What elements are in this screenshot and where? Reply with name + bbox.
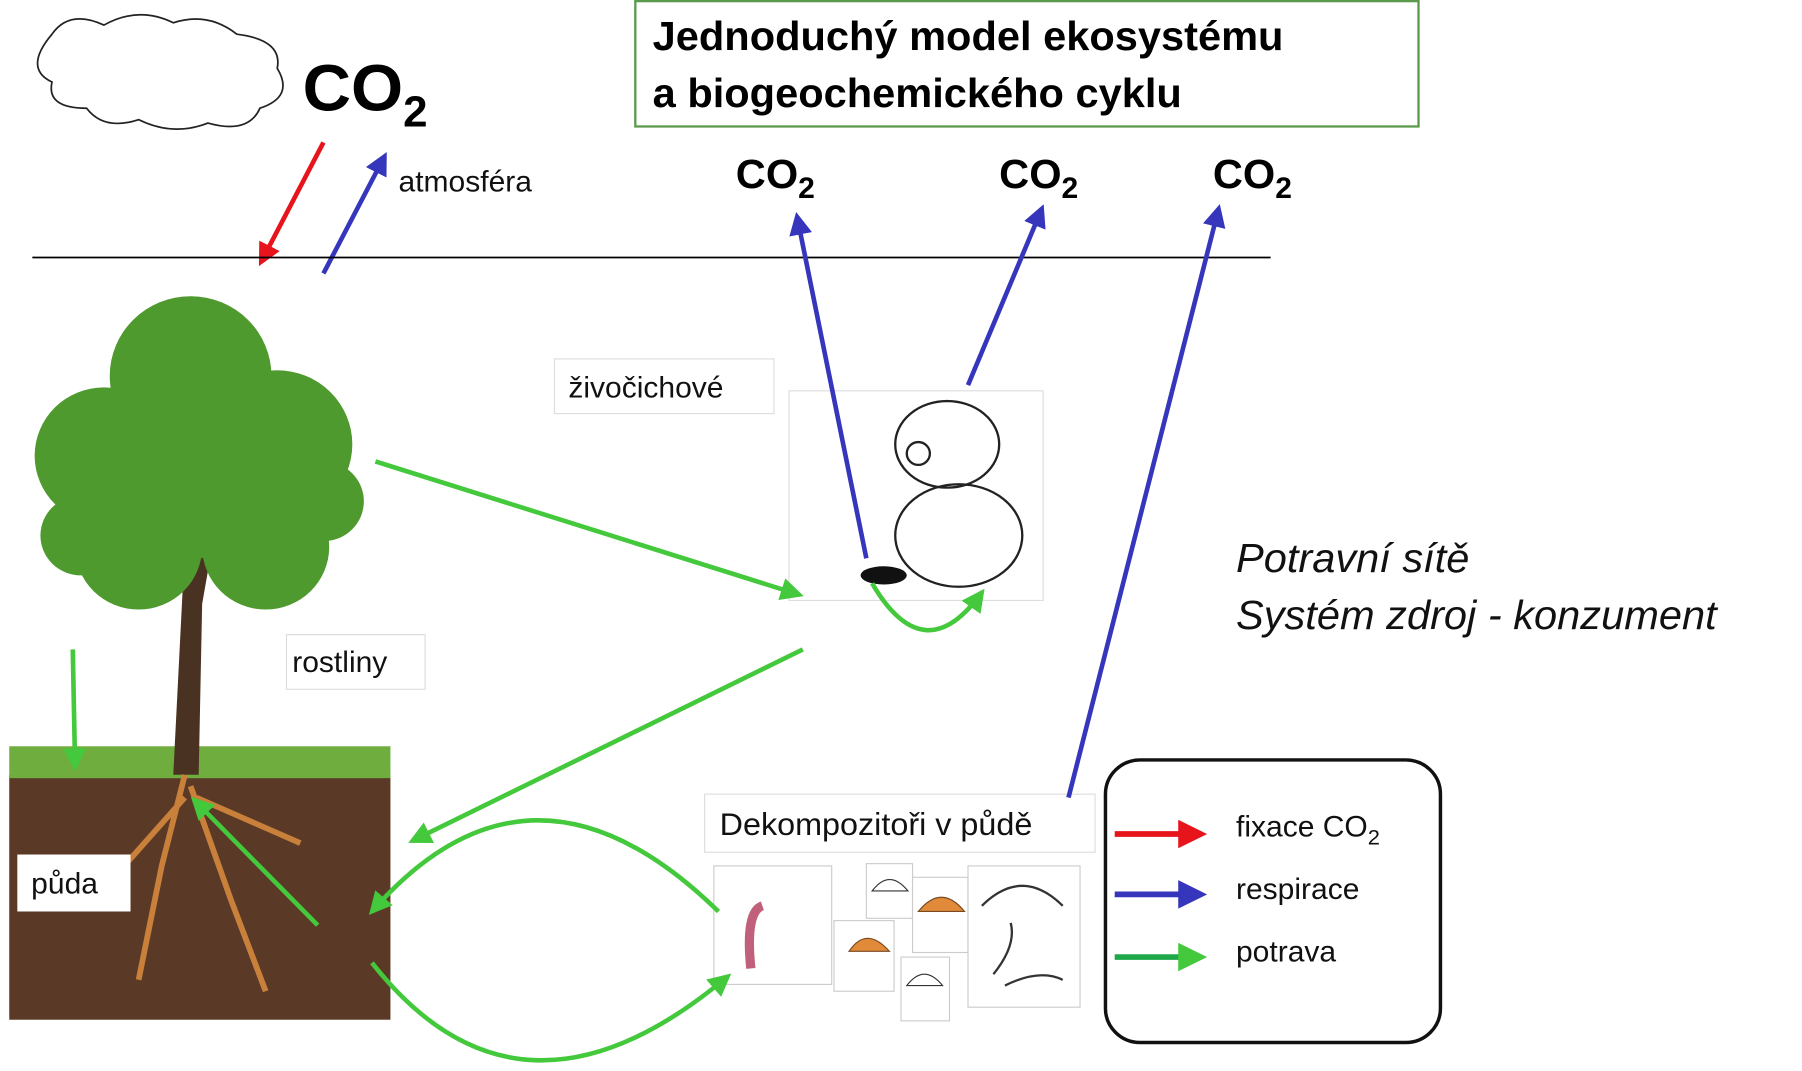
atmosphere-co2: CO2: [303, 52, 428, 136]
plants-box: [285, 634, 426, 690]
respiration-arrow: [1066, 204, 1226, 799]
note: Systém zdroj - konzument: [1236, 592, 1718, 638]
animals-box: [553, 358, 775, 415]
respiration-arrow: [789, 212, 869, 559]
respiration-arrow: [321, 152, 387, 275]
soil-box: [17, 854, 131, 912]
soil-label: půda: [31, 867, 98, 900]
legend-label: respirace: [1236, 873, 1359, 906]
respiration-arrow: [965, 204, 1046, 386]
co2-output: CO2: [736, 151, 815, 205]
cloud: [36, 13, 284, 130]
decomposers-label: Dekompozitoři v půdě: [720, 806, 1033, 842]
cat-picture: [788, 390, 1044, 602]
decomposers-box: [704, 793, 1096, 853]
note: Potravní sítě: [1236, 535, 1469, 581]
co2-output: CO2: [999, 151, 1078, 205]
co2-output: CO2: [1213, 151, 1292, 205]
title-line: a biogeochemického cyklu: [653, 70, 1182, 116]
plants-label: rostliny: [292, 646, 387, 679]
title-box: [634, 0, 1420, 128]
fixation-arrow: [258, 141, 326, 267]
title-line: Jednoduchý model ekosystému: [653, 13, 1284, 59]
decomposer-pictures: [713, 863, 1081, 1022]
legend-label: potrava: [1236, 936, 1337, 969]
tree-picture: [9, 296, 391, 1020]
food-arrows: [63, 459, 985, 1063]
legend-label: fixace CO2: [1236, 810, 1380, 849]
atmosphere-label: atmosféra: [399, 166, 533, 199]
animals-label: živočichové: [568, 372, 723, 405]
